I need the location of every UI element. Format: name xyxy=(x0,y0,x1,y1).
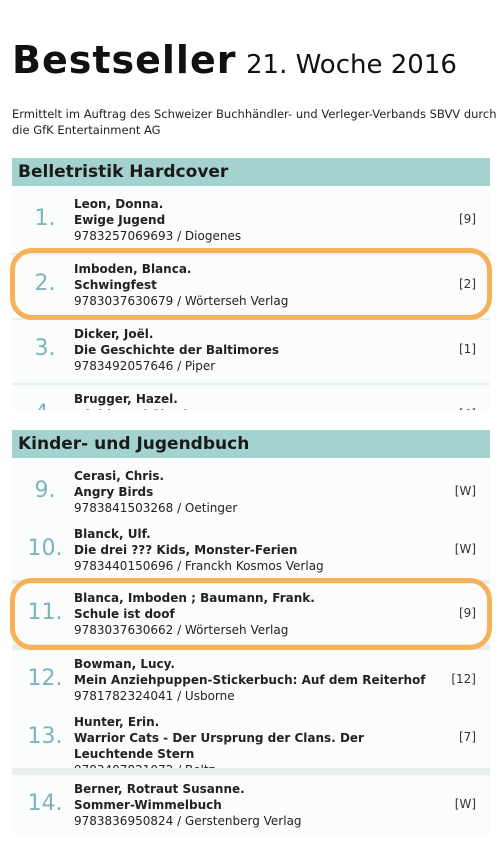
book-title: Die drei ??? Kids, Monster-Ferien xyxy=(74,543,298,557)
isbn-publisher: 9783257069693 / Diogenes xyxy=(74,229,242,243)
author: Blanca, Imboden ; Baumann, Frank. xyxy=(74,591,315,605)
book-title: Warrior Cats - Der Ursprung der Clans. D… xyxy=(74,731,364,761)
entry-text: Imboden, Blanca. Schwingfest 9783037630679… xyxy=(74,261,444,309)
week: 21. Woche 2016 xyxy=(246,50,457,80)
entry: 13. Hunter, Erin. Warrior Cats - Der Urspr… xyxy=(12,708,490,768)
rank: 4. xyxy=(20,401,70,410)
author: Hunter, Erin. xyxy=(74,715,160,729)
isbn-publisher: 9783841503268 / Oetinger xyxy=(74,501,238,515)
entry: 2. Imboden, Blanca. Schwingfest 97830376306… xyxy=(12,255,490,318)
book-title: Schwingfest xyxy=(74,278,157,292)
subtitle: Ermittelt im Auftrag des Schweizer Buchh… xyxy=(12,107,497,137)
entry-text: Bowman, Lucy. Mein Anziehpuppen-Stickerbu… xyxy=(74,656,444,704)
previous-rank: [W] xyxy=(454,484,476,498)
isbn-publisher: 9783492057646 / Piper xyxy=(74,359,216,373)
book-title: Die Geschichte der Baltimores xyxy=(74,343,279,357)
entry: 3. Dicker, Joël. Die Geschichte der Baltim… xyxy=(12,320,490,383)
previous-rank: [4] xyxy=(459,407,476,410)
author: Imboden, Blanca. xyxy=(74,262,192,276)
book-title: Ewige Jugend xyxy=(74,213,166,227)
entry-text: Cerasi, Chris. Angry Birds 9783841503268 /… xyxy=(74,468,444,516)
title: Bestseller xyxy=(12,38,237,82)
entry: 11. Blanca, Imboden ; Baumann, Frank. Schu… xyxy=(12,584,490,644)
isbn-publisher: 9783407821072 / Beltz xyxy=(74,762,444,768)
entry-text: Blanca, Imboden ; Baumann, Frank. Schule … xyxy=(74,590,444,638)
book-title: Ich bin so hübsch xyxy=(74,407,444,410)
author: Bowman, Lucy. xyxy=(74,657,175,671)
book-title: Mein Anziehpuppen-Stickerbuch: Auf dem R… xyxy=(74,673,426,687)
isbn-publisher: 9783037630679 / Wörterseh Verlag xyxy=(74,294,289,308)
entry-text: Blanck, Ulf. Die drei ??? Kids, Monster-F… xyxy=(74,526,444,574)
rank: 3. xyxy=(34,336,56,361)
previous-rank: [7] xyxy=(459,730,476,744)
rank: 2. xyxy=(34,271,56,296)
section-header: Kinder- und Jugendbuch xyxy=(12,430,490,458)
isbn-publisher: 9783037630662 / Wörterseh Verlag xyxy=(74,623,289,637)
author: Blanck, Ulf. xyxy=(74,527,151,541)
isbn-publisher: 9783440150696 / Franckh Kosmos Verlag xyxy=(74,559,324,573)
previous-rank: [1] xyxy=(459,342,476,356)
rank: 11. xyxy=(27,600,63,625)
book-title: Angry Birds xyxy=(74,485,154,499)
rank: 12. xyxy=(27,666,63,691)
highlight xyxy=(10,248,492,320)
entry: 1. Leon, Donna. Ewige Jugend 9783257069693 … xyxy=(12,190,490,253)
book-title: Schule ist doof xyxy=(74,607,175,621)
author: Dicker, Joël. xyxy=(74,327,154,341)
rank: 10. xyxy=(27,536,63,561)
author: Brugger, Hazel. xyxy=(74,392,178,406)
previous-rank: [12] xyxy=(451,672,476,686)
previous-rank: [9] xyxy=(459,212,476,226)
rank: 14. xyxy=(27,791,63,816)
entry-text: Berner, Rotraut Susanne. Sommer-Wimmelbuc… xyxy=(74,781,444,829)
entry: 10. Blanck, Ulf. Die drei ??? Kids, Monste… xyxy=(12,520,490,580)
previous-rank: [W] xyxy=(454,542,476,556)
entry-text: Leon, Donna. Ewige Jugend 9783257069693 / … xyxy=(74,196,444,244)
rank: 13. xyxy=(27,724,63,749)
entry: 9. Cerasi, Chris. Angry Birds 9783841503268… xyxy=(12,462,490,522)
rank: 9. xyxy=(34,478,56,503)
section-header: Belletristik Hardcover xyxy=(12,158,490,186)
previous-rank: [9] xyxy=(459,606,476,620)
isbn-publisher: 9781782324041 / Usborne xyxy=(74,689,235,703)
author: Berner, Rotraut Susanne. xyxy=(74,782,245,796)
entry-text: Dicker, Joël. Die Geschichte der Baltimor… xyxy=(74,326,444,374)
previous-rank: [W] xyxy=(454,797,476,811)
book-title: Sommer-Wimmelbuch xyxy=(74,798,222,812)
entry-text: Hunter, Erin. Warrior Cats - Der Ursprung… xyxy=(74,714,444,768)
rank: 1. xyxy=(34,206,56,231)
previous-rank: [2] xyxy=(459,277,476,291)
entry-text: Brugger, Hazel.Ich bin so hübsch xyxy=(74,391,444,410)
entry: 4. Brugger, Hazel.Ich bin so hübsch [4] xyxy=(12,385,490,410)
isbn-publisher: 9783836950824 / Gerstenberg Verlag xyxy=(74,814,302,828)
author: Cerasi, Chris. xyxy=(74,469,165,483)
entry: 12. Bowman, Lucy. Mein Anziehpuppen-Sticke… xyxy=(12,650,490,710)
author: Leon, Donna. xyxy=(74,197,164,211)
section-rows: 1. Leon, Donna. Ewige Jugend 9783257069693 … xyxy=(12,190,490,410)
highlight xyxy=(10,578,492,650)
entry: 14. Berner, Rotraut Susanne. Sommer-Wimmel… xyxy=(12,775,490,834)
